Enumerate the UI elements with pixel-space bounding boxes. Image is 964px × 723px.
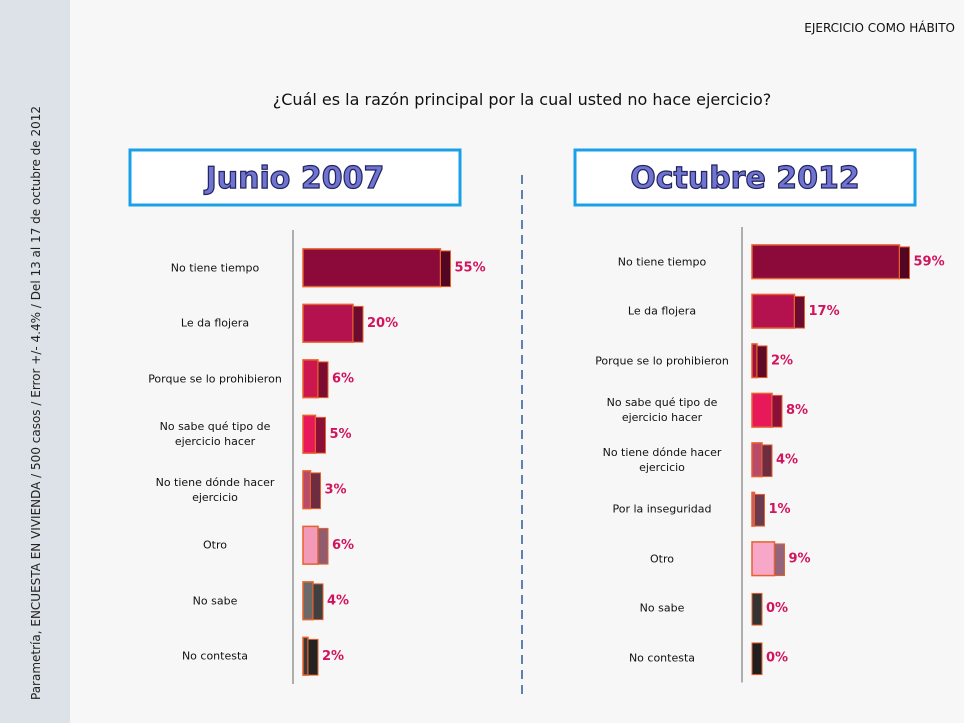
bar-side xyxy=(754,493,765,527)
category-label: No sabe xyxy=(639,601,685,615)
category-label: Porque se lo prohibieron xyxy=(148,372,282,386)
value-label: 3% xyxy=(325,482,347,497)
bar-side xyxy=(307,638,319,676)
bar xyxy=(302,303,354,343)
bar-side xyxy=(794,295,805,329)
bar xyxy=(302,470,312,510)
bar-side xyxy=(771,394,783,428)
category-label: Otro xyxy=(203,538,227,552)
chart-title: Junio 2007 xyxy=(204,161,385,196)
value-label: 1% xyxy=(769,502,791,517)
value-label: 4% xyxy=(327,593,349,608)
bar-side xyxy=(751,592,763,626)
category-label: No tiene tiempo xyxy=(170,261,260,275)
category-label: No tiene tiempo xyxy=(617,255,707,269)
bar xyxy=(302,414,317,454)
title-box xyxy=(573,148,917,207)
header: EJERCICIO COMO HÁBITO xyxy=(804,20,955,35)
bar xyxy=(302,248,442,288)
category-label: Le da flojera xyxy=(627,304,697,318)
bar-side xyxy=(317,361,329,399)
category-label: No contesta xyxy=(628,651,696,665)
category-label: Le da flojera xyxy=(180,316,250,330)
value-label: 2% xyxy=(771,353,793,368)
bar xyxy=(751,442,763,478)
value-label: 9% xyxy=(789,551,811,566)
side-strip xyxy=(0,0,70,723)
bar-side xyxy=(899,246,910,280)
bar xyxy=(302,581,314,621)
bar xyxy=(751,244,901,280)
category-label: No tiene dónde hacer ejercicio xyxy=(155,475,275,504)
value-label: 6% xyxy=(332,538,354,553)
bar-side xyxy=(315,416,326,454)
bar xyxy=(751,392,773,428)
chart-title: Octubre 2012 xyxy=(630,161,860,196)
value-label: 20% xyxy=(367,316,398,331)
category-label: No sabe qué tipo de ejercicio hacer xyxy=(606,396,718,425)
bar-side xyxy=(352,305,364,343)
bar-side xyxy=(774,543,785,577)
bar-side xyxy=(312,583,324,621)
question: ¿Cuál es la razón principal por la cual … xyxy=(273,90,771,109)
value-label: 55% xyxy=(455,260,486,275)
bar-side xyxy=(440,250,451,288)
value-label: 0% xyxy=(766,650,788,665)
category-label: No tiene dónde hacer ejercicio xyxy=(602,445,722,474)
bar-side xyxy=(761,444,773,478)
bar-side xyxy=(317,527,329,565)
bar-side xyxy=(756,345,768,379)
value-label: 17% xyxy=(809,304,840,319)
value-label: 59% xyxy=(914,254,945,269)
category-label: Por la inseguridad xyxy=(612,502,712,516)
bar xyxy=(302,359,319,399)
source-note: Parametría, ENCUESTA EN VIVIENDA / 500 c… xyxy=(29,106,43,700)
bar xyxy=(302,525,319,565)
value-label: 2% xyxy=(322,649,344,664)
bar xyxy=(751,541,776,577)
bar-side xyxy=(751,642,763,676)
value-label: 5% xyxy=(330,427,352,442)
value-label: 4% xyxy=(776,452,798,467)
category-label: No sabe xyxy=(192,594,238,608)
value-label: 8% xyxy=(786,403,808,418)
bar-side xyxy=(310,472,321,510)
title-box xyxy=(128,148,462,207)
category-label: Porque se lo prohibieron xyxy=(595,354,729,368)
bar xyxy=(751,293,796,329)
value-label: 0% xyxy=(766,601,788,616)
category-label: No contesta xyxy=(181,649,249,663)
value-label: 6% xyxy=(332,371,354,386)
bar xyxy=(751,343,758,379)
bar xyxy=(302,636,309,676)
category-label: Otro xyxy=(650,552,674,566)
category-label: No sabe qué tipo de ejercicio hacer xyxy=(159,420,271,449)
